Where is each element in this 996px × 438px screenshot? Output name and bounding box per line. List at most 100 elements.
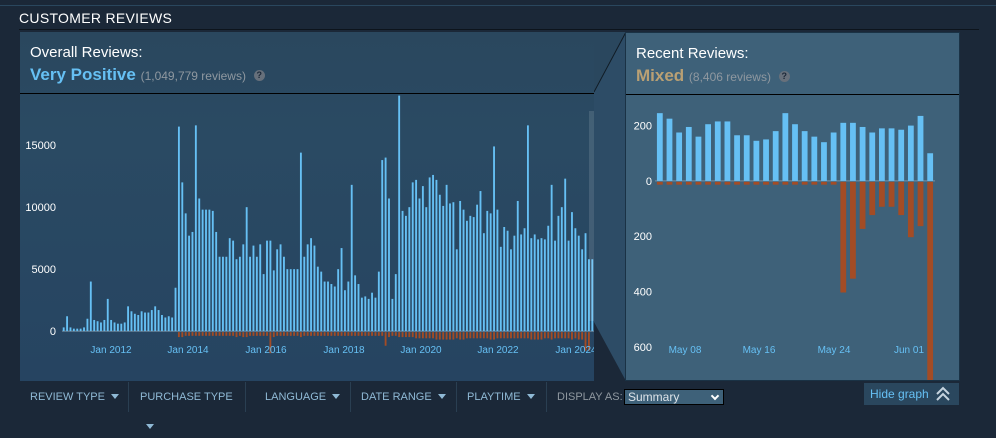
language-filter[interactable]: LANGUAGE [255, 382, 351, 412]
overall-negative-bar [252, 332, 255, 336]
overall-negative-bar [191, 332, 194, 336]
overall-negative-bar [398, 332, 401, 338]
overall-positive-bar [171, 317, 174, 332]
recent-positive-bar [840, 122, 847, 181]
overall-positive-bar [455, 249, 458, 332]
overall-negative-bar [344, 332, 346, 336]
overall-negative-bar [310, 332, 312, 336]
overall-positive-bar [66, 316, 69, 332]
overall-positive-bar [408, 207, 411, 332]
recent-positive-bar [888, 128, 895, 181]
overall-positive-bar [449, 203, 451, 332]
help-icon[interactable]: ? [253, 70, 265, 81]
overall-positive-bar [181, 182, 184, 332]
overall-negative-bar [459, 332, 462, 340]
overall-positive-bar [86, 318, 89, 332]
overall-negative-bar [306, 332, 309, 336]
overall-negative-bar [449, 332, 451, 340]
recent-positive-bar [792, 124, 798, 181]
overall-positive-bar [303, 256, 306, 332]
overall-positive-bar [340, 248, 343, 332]
overall-review-count: (1,049,779 reviews) [140, 69, 246, 83]
overall-negative-bar [313, 332, 316, 336]
overall-positive-bar [123, 322, 126, 332]
overall-positive-bar [394, 274, 397, 332]
overall-positive-bar [232, 240, 235, 332]
overall-positive-bar [489, 213, 492, 332]
recent-x-tick-label: May 08 [669, 345, 702, 356]
purchase-type-filter[interactable]: PURCHASE TYPE [130, 382, 246, 429]
overall-negative-bar [493, 332, 495, 340]
overall-negative-bar [421, 332, 424, 339]
overall-positive-bar [252, 245, 255, 332]
overall-positive-bar [259, 244, 262, 332]
overall-positive-bar [320, 271, 323, 332]
overall-reviews-summary-row: Very Positive (1,049,779 reviews) ? [30, 65, 265, 85]
overall-negative-bar [323, 332, 326, 336]
overall-negative-bar [581, 332, 584, 340]
overall-positive-bar [513, 235, 516, 332]
hide-graph-button[interactable]: Hide graph [864, 383, 959, 405]
overall-negative-bar [564, 332, 567, 339]
overall-negative-bar [486, 332, 489, 339]
overall-negative-bar [496, 332, 499, 339]
overall-positive-bar [211, 210, 214, 332]
recent-positive-bar [879, 128, 885, 181]
dropdown-arrow-icon [332, 394, 341, 399]
overall-negative-bar [374, 332, 377, 336]
overall-negative-bar [327, 332, 329, 336]
recent-positive-bar [850, 122, 856, 181]
overall-negative-bar [276, 332, 279, 336]
recent-positive-bar [917, 115, 924, 181]
overall-negative-bar [303, 332, 306, 336]
date-range-filter[interactable]: DATE RANGE [351, 382, 457, 412]
help-icon[interactable]: ? [778, 71, 790, 82]
overall-negative-bar [482, 332, 485, 339]
overall-negative-bar [218, 332, 221, 336]
overall-negative-bar [222, 332, 224, 336]
playtime-filter[interactable]: PLAYTIME [457, 382, 547, 412]
overall-negative-bar [499, 332, 502, 339]
overall-positive-bar [350, 184, 353, 332]
recent-negative-bar [811, 181, 818, 185]
recent-positive-bar [743, 135, 750, 181]
recent-positive-bar [898, 129, 905, 181]
overall-negative-bar [205, 332, 207, 336]
recent-positive-bar [685, 126, 692, 181]
overall-negative-bar [238, 332, 241, 336]
overall-negative-bar [330, 332, 333, 336]
overall-negative-bar [279, 332, 282, 336]
overall-positive-bar [113, 322, 116, 332]
overall-positive-bar [581, 249, 584, 332]
overall-positive-bar [147, 312, 150, 332]
overall-negative-bar [455, 332, 458, 339]
overall-positive-bar [560, 207, 563, 332]
recent-positive-bar [666, 118, 673, 181]
overall-positive-bar [462, 209, 465, 332]
overall-negative-bar [418, 332, 421, 339]
recent-positive-bar [830, 132, 837, 181]
overall-negative-bar [333, 332, 336, 336]
overall-positive-bar [293, 269, 296, 332]
overall-positive-bar [371, 292, 373, 332]
overall-negative-bar [577, 332, 580, 340]
overall-negative-bar [533, 332, 536, 340]
display-as-select[interactable]: Summary [624, 389, 724, 405]
overall-negative-bar [432, 332, 434, 339]
overall-negative-bar [283, 332, 285, 336]
overall-positive-bar [276, 249, 279, 332]
overall-negative-bar [340, 332, 343, 336]
overall-positive-bar [286, 269, 289, 332]
overall-negative-bar [245, 332, 248, 338]
overall-negative-bar [530, 332, 533, 340]
recent-y-tick-label: 200 [634, 231, 652, 243]
overall-positive-bar [266, 240, 268, 332]
overall-positive-bar [482, 233, 485, 332]
overall-negative-bar [520, 332, 523, 339]
display-as-label: DISPLAY AS: [557, 391, 623, 403]
overall-positive-bar [374, 297, 377, 332]
overall-negative-bar [211, 332, 214, 336]
review-type-filter[interactable]: REVIEW TYPE [20, 382, 129, 412]
overall-positive-bar [79, 328, 82, 332]
overall-negative-bar [235, 332, 238, 338]
